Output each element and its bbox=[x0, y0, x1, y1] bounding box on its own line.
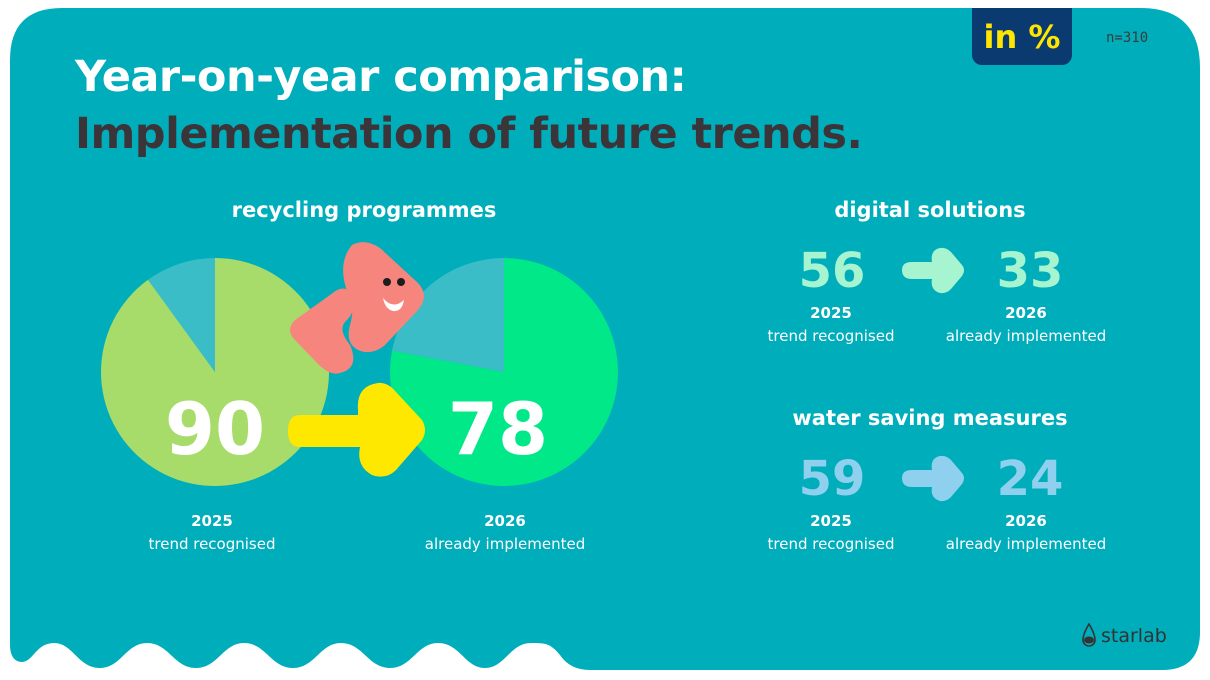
digital-label-2025: trend recognised bbox=[767, 327, 895, 345]
recycling-title: recycling programmes bbox=[231, 198, 497, 222]
recycling-year-2025: 2025 bbox=[191, 512, 233, 530]
sample-size: n=310 bbox=[1106, 30, 1149, 46]
mascot-icon bbox=[290, 242, 424, 374]
digital-title: digital solutions bbox=[834, 198, 1026, 222]
water-label-2025: trend recognised bbox=[767, 535, 895, 553]
digital-value-2026: 33 bbox=[996, 243, 1064, 299]
logo-text: starlab bbox=[1101, 625, 1167, 647]
recycling-year-2026: 2026 bbox=[484, 512, 526, 530]
recycling-pie-2026 bbox=[390, 258, 618, 486]
water-value-2025: 59 bbox=[798, 451, 866, 507]
page-subtitle: Implementation of future trends. bbox=[75, 109, 863, 159]
water-title: water saving measures bbox=[792, 406, 1068, 430]
pie-slice-value bbox=[101, 258, 330, 486]
digital-year-2026: 2026 bbox=[1005, 304, 1047, 322]
arrow-right-icon bbox=[902, 247, 964, 294]
water-year-2026: 2026 bbox=[1005, 512, 1047, 530]
recycling-pie-2025 bbox=[101, 258, 330, 486]
recycling-label-2026: already implemented bbox=[424, 535, 586, 553]
digital-year-2025: 2025 bbox=[810, 304, 852, 322]
digital-label-2026: already implemented bbox=[945, 327, 1107, 345]
water-label-2026: already implemented bbox=[945, 535, 1107, 553]
water-year-2025: 2025 bbox=[810, 512, 852, 530]
drop-icon bbox=[1082, 622, 1096, 647]
pie-slice-remainder bbox=[147, 258, 215, 372]
starlab-logo: starlab bbox=[1080, 622, 1167, 650]
water-value-2026: 24 bbox=[996, 451, 1064, 507]
pie-slice-remainder bbox=[392, 258, 504, 372]
unit-badge: in % bbox=[972, 8, 1072, 65]
page-title: Year-on-year comparison: bbox=[75, 52, 687, 102]
recycling-value-2025: 90 bbox=[164, 387, 266, 471]
digital-value-2025: 56 bbox=[798, 243, 866, 299]
arrow-right-icon bbox=[288, 382, 425, 477]
arrow-right-icon bbox=[902, 455, 964, 502]
recycling-label-2025: trend recognised bbox=[148, 535, 276, 553]
recycling-value-2026: 78 bbox=[447, 387, 549, 471]
